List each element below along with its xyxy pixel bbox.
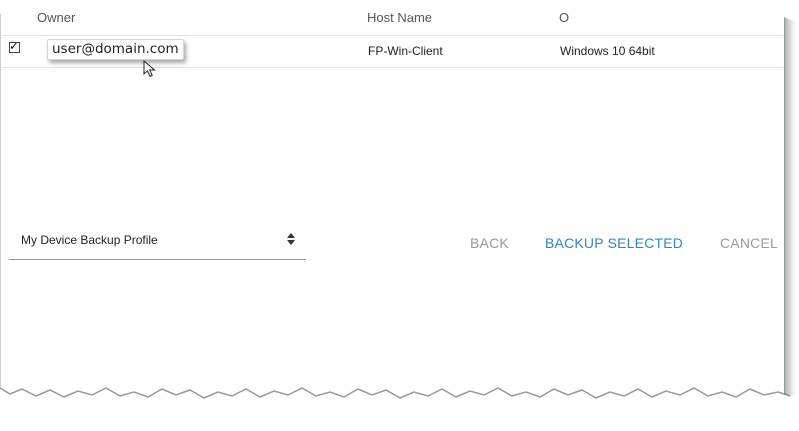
dialog-panel: Owner Host Name O ✓ user@domain.com FP-W… [0, 0, 785, 400]
header-divider [2, 35, 783, 36]
checkbox-checked-icon: ✓ [9, 39, 20, 53]
os-cell: Windows 10 64bit [560, 44, 655, 58]
backup-selected-button[interactable]: BACKUP SELECTED [545, 235, 684, 251]
owner-tooltip: user@domain.com [47, 39, 184, 60]
column-header-os[interactable]: O [559, 10, 570, 25]
back-button[interactable]: BACK [470, 235, 509, 251]
backup-profile-select[interactable]: My Device Backup Profile [9, 222, 306, 260]
host-name-cell: FP-Win-Client [368, 44, 443, 58]
row-divider [2, 67, 783, 68]
row-checkbox[interactable]: ✓ [9, 39, 20, 53]
cancel-button[interactable]: CANCEL [720, 235, 778, 251]
sort-arrows-icon [287, 233, 295, 245]
backup-profile-value: My Device Backup Profile [21, 233, 158, 247]
column-header-host-name[interactable]: Host Name [367, 10, 433, 25]
column-header-owner[interactable]: Owner [37, 10, 76, 25]
mouse-pointer-icon [143, 60, 156, 78]
